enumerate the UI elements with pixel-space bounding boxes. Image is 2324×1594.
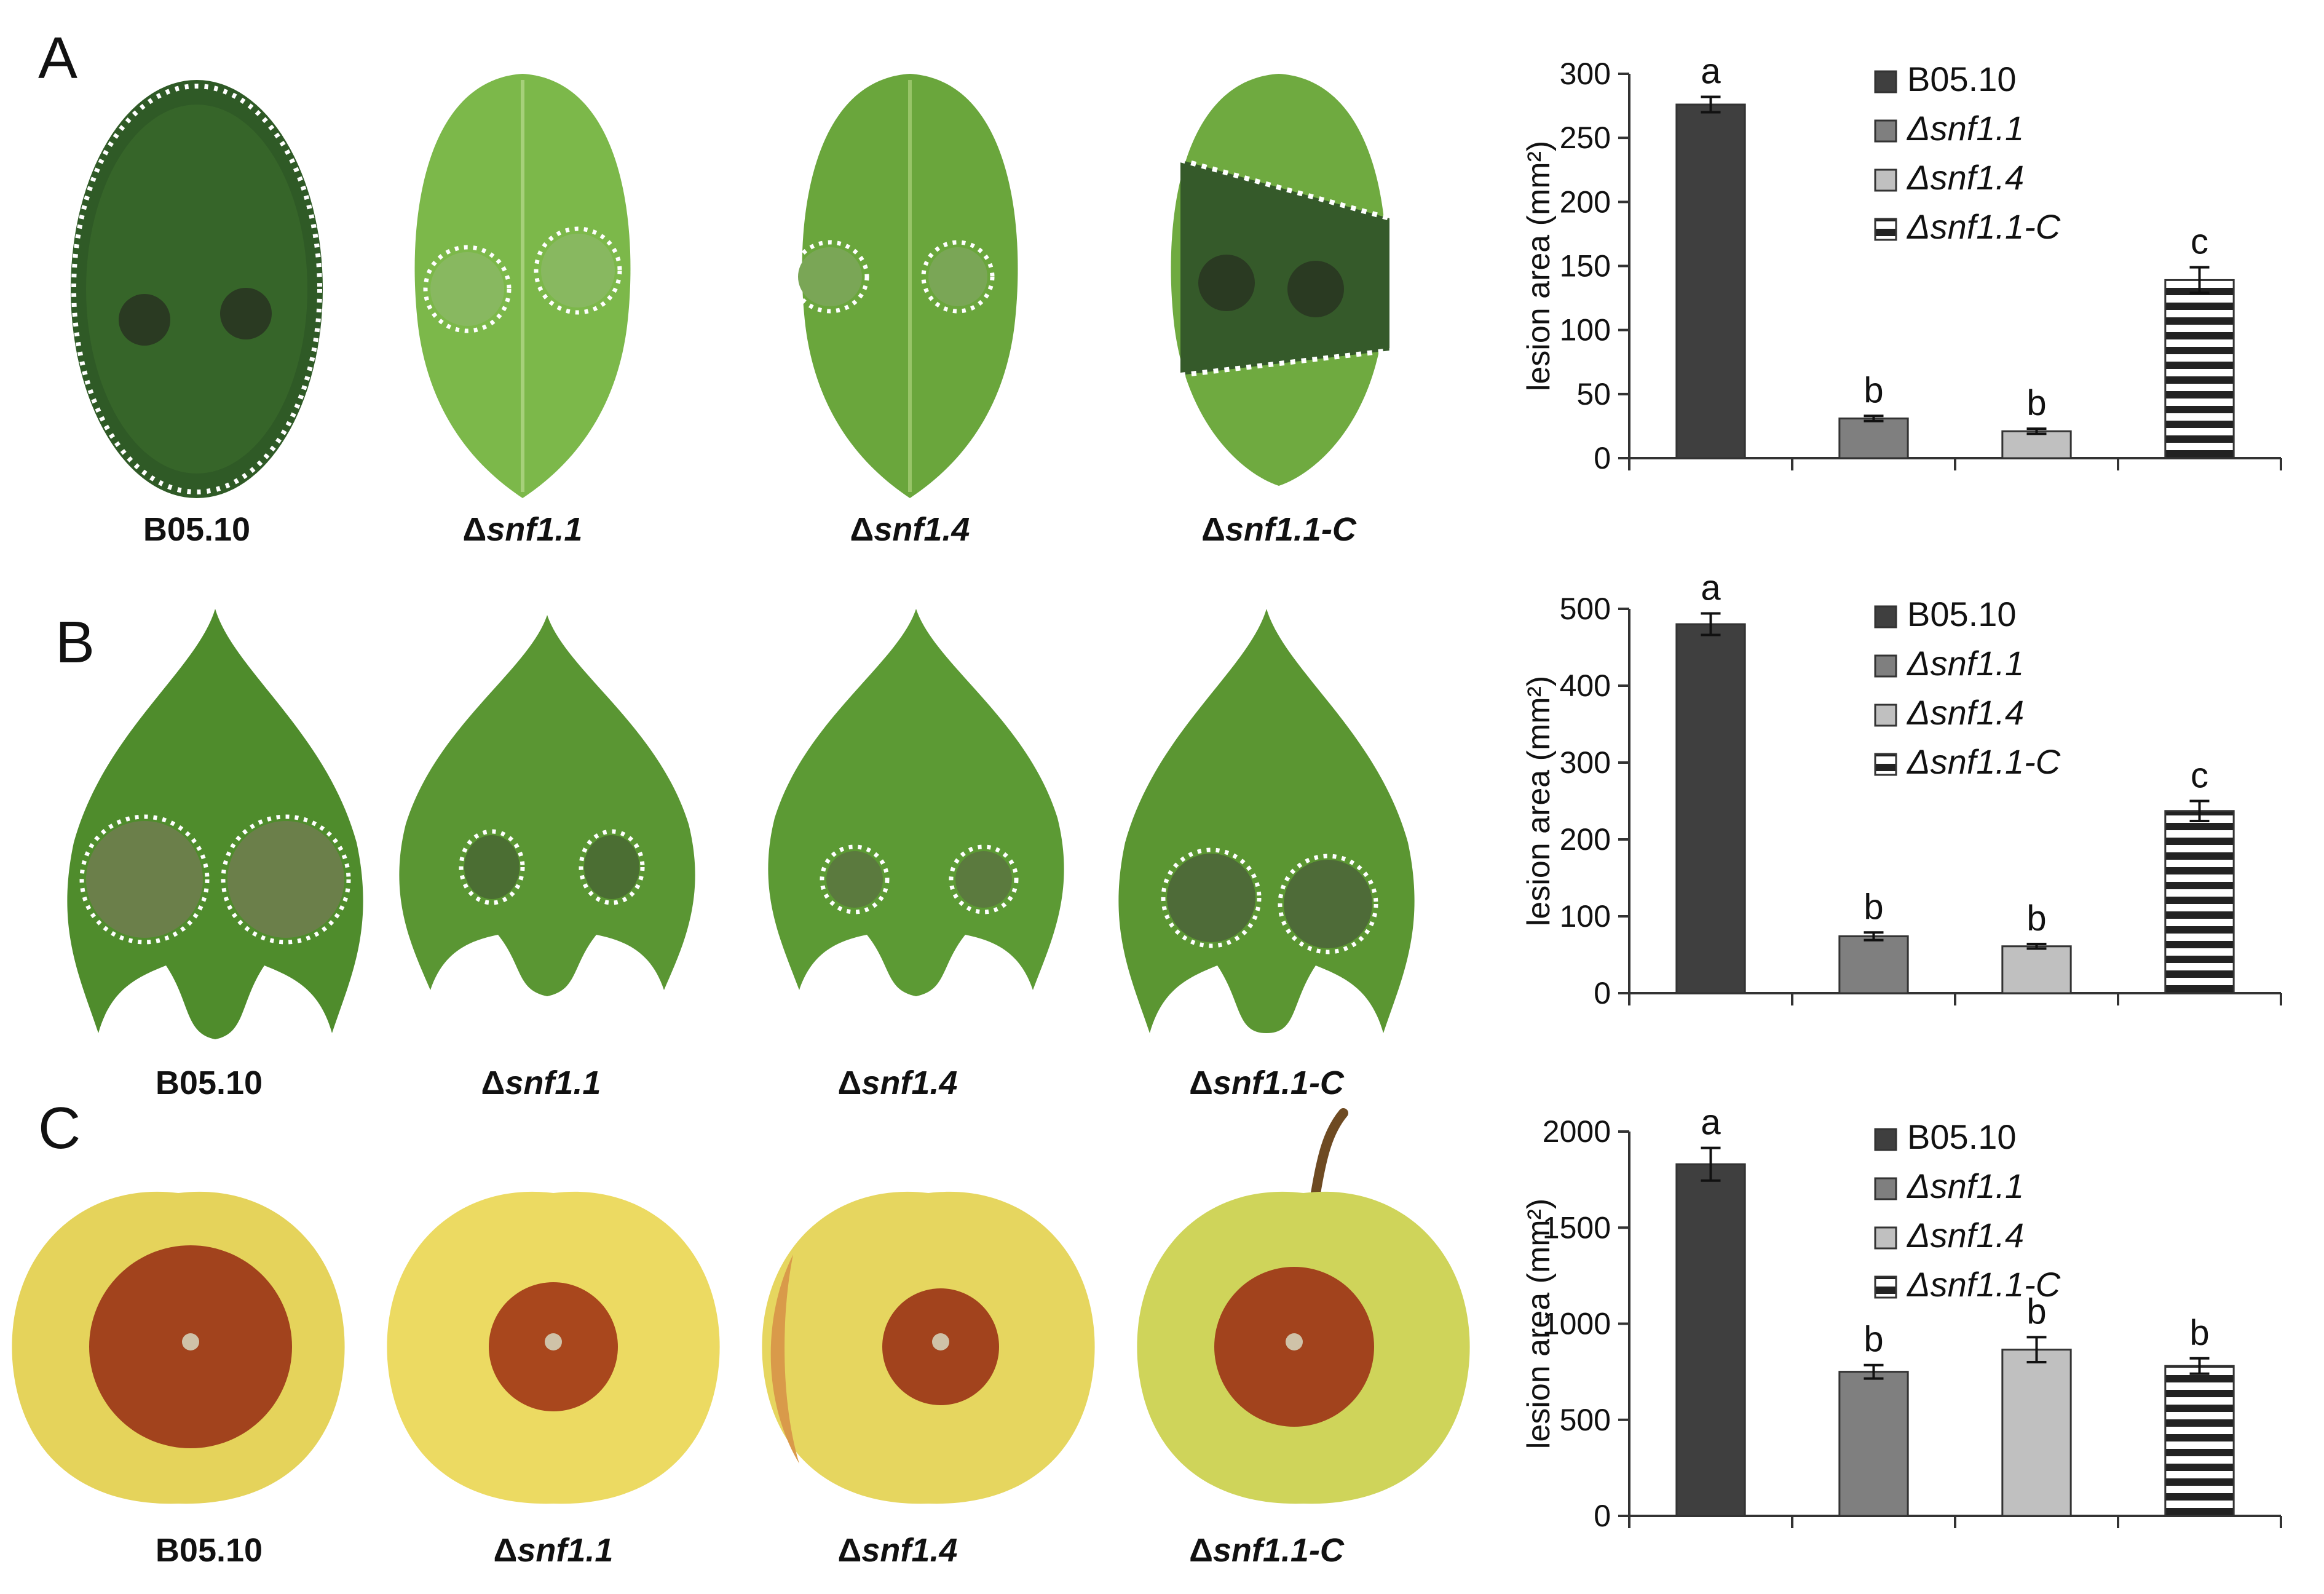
caption-b-1: B05.10 — [155, 1065, 263, 1101]
y-tick-label: 2000 — [1543, 1114, 1611, 1149]
caption-a-4: Δsnf1.1-C — [1201, 511, 1356, 548]
photo-leaf-snf11 — [414, 74, 631, 498]
bar — [1838, 935, 1909, 994]
legend-swatch — [1874, 753, 1897, 776]
y-tick-label: 400 — [1560, 668, 1611, 703]
significance-letter: b — [2189, 1313, 2209, 1353]
y-tick-label: 150 — [1560, 249, 1611, 284]
caption-a-2: Δsnf1.1 — [462, 511, 583, 548]
y-tick-label: 200 — [1560, 822, 1611, 857]
legend-swatch — [1874, 605, 1897, 628]
bar — [1675, 1163, 1746, 1517]
y-tick-label: 200 — [1560, 184, 1611, 219]
bar — [1838, 417, 1909, 459]
photo-apple-snf11c — [1137, 1108, 1470, 1504]
caption-c-3: Δsnf1.4 — [837, 1532, 958, 1569]
legend-label: B05.10 — [1907, 595, 2017, 633]
y-tick-label: 500 — [1560, 592, 1611, 626]
photo-leaf-snf14 — [791, 74, 1018, 498]
significance-letter: b — [2026, 898, 2046, 938]
y-tick-label: 1500 — [1543, 1210, 1611, 1245]
bar — [2001, 1349, 2072, 1517]
legend-label: Δsnf1.4 — [1906, 158, 2024, 197]
bar — [2001, 945, 2072, 994]
photo-apple-b0510 — [12, 1191, 345, 1504]
legend-swatch — [1874, 1275, 1897, 1299]
legend-swatch — [1874, 1226, 1897, 1250]
significance-letter: a — [1701, 1103, 1721, 1143]
legend-label: Δsnf1.1-C — [1906, 207, 2061, 246]
legend-swatch — [1874, 169, 1897, 192]
significance-letter: b — [1864, 1320, 1883, 1360]
photo-beanleaf-snf14 — [768, 609, 1064, 996]
photo-beanleaf-snf11 — [399, 615, 695, 996]
legend-label: Δsnf1.1 — [1906, 644, 2024, 683]
y-tick-label: 500 — [1560, 1403, 1611, 1437]
y-tick-label: 100 — [1560, 313, 1611, 347]
legend-swatch — [1874, 1177, 1897, 1200]
legend-swatch — [1874, 654, 1897, 678]
legend-label: Δsnf1.1 — [1906, 109, 2024, 148]
significance-letter: c — [2191, 222, 2208, 262]
legend-label: Δsnf1.1-C — [1906, 742, 2061, 781]
legend-swatch — [1874, 218, 1897, 241]
bar — [2164, 279, 2235, 459]
bar — [1838, 1371, 1909, 1517]
caption-b-4: Δsnf1.1-C — [1189, 1065, 1344, 1101]
y-axis-label: lesion area (mm²) — [1521, 141, 1557, 391]
photo-leaf-snf11c — [1171, 74, 1391, 486]
chart-panel-c: 0 500 1000 1500 2000 lesion area (mm²) a b b b B05… — [1521, 1103, 2282, 1533]
bar — [1675, 623, 1746, 994]
legend-swatch — [1874, 70, 1897, 93]
caption-a-3: Δsnf1.4 — [850, 511, 970, 548]
legend-label: Δsnf1.1 — [1906, 1167, 2024, 1205]
photo-leaf-b0510 — [71, 80, 323, 498]
panel-letter-c: C — [38, 1095, 81, 1161]
photo-beanleaf-snf11c — [1118, 609, 1415, 1033]
legend-swatch — [1874, 704, 1897, 727]
legend-swatch — [1874, 119, 1897, 143]
legend-label: B05.10 — [1907, 60, 2017, 98]
panel-letter-b: B — [55, 609, 95, 675]
significance-letter: b — [2026, 1291, 2046, 1331]
y-tick-label: 0 — [1594, 976, 1611, 1010]
caption-c-2: Δsnf1.1 — [493, 1532, 614, 1569]
legend-swatch — [1874, 1128, 1897, 1151]
y-tick-label: 300 — [1560, 745, 1611, 780]
y-axis-label: lesion area (mm²) — [1521, 1199, 1557, 1449]
significance-letter: b — [2026, 383, 2046, 423]
significance-letter: a — [1701, 52, 1721, 92]
bar — [2164, 810, 2235, 994]
y-axis-label: lesion area (mm²) — [1521, 676, 1557, 926]
significance-letter: b — [1864, 887, 1883, 927]
bar — [1675, 103, 1746, 459]
chart-panel-a: 0 50 100 150 200 250 300 lesion area (mm²) a b b c B… — [1521, 52, 2282, 475]
caption-c-4: Δsnf1.1-C — [1189, 1532, 1344, 1569]
legend-label: Δsnf1.4 — [1906, 693, 2024, 732]
y-tick-label: 1000 — [1543, 1307, 1611, 1341]
caption-c-1: B05.10 — [155, 1532, 263, 1569]
y-tick-label: 100 — [1560, 899, 1611, 934]
significance-letter: c — [2191, 756, 2208, 796]
y-tick-label: 250 — [1560, 121, 1611, 155]
caption-a-1: B05.10 — [143, 511, 251, 548]
panel-letter-a: A — [38, 25, 78, 91]
y-tick-label: 0 — [1594, 1499, 1611, 1533]
y-tick-label: 300 — [1560, 57, 1611, 91]
chart-panel-b: 0 100 200 300 400 500 lesion area (mm²) a b b c B05… — [1521, 568, 2282, 1010]
legend-label: Δsnf1.4 — [1906, 1216, 2024, 1255]
y-tick-label: 50 — [1576, 377, 1611, 411]
y-tick-label: 0 — [1594, 441, 1611, 475]
legend-label: B05.10 — [1907, 1117, 2017, 1156]
photo-beanleaf-b0510 — [67, 609, 363, 1039]
caption-b-2: Δsnf1.1 — [481, 1065, 601, 1101]
caption-b-3: Δsnf1.4 — [837, 1065, 958, 1101]
photo-apple-snf14 — [762, 1191, 1095, 1504]
significance-letter: a — [1701, 568, 1721, 608]
legend-label: Δsnf1.1-C — [1906, 1265, 2061, 1304]
significance-letter: b — [1864, 370, 1883, 410]
bar — [2001, 430, 2072, 459]
photo-apple-snf11 — [387, 1191, 720, 1504]
bar — [2164, 1365, 2235, 1517]
